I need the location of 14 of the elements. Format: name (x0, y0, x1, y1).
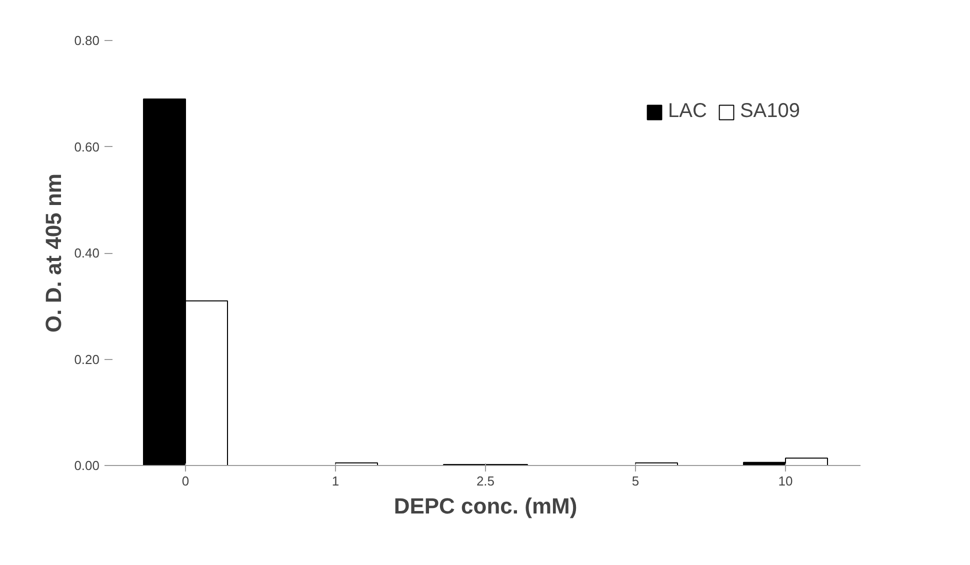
y-axis-title: O. D. at 405 nm (41, 174, 66, 332)
y-tick-label: 0.00 (74, 458, 100, 473)
x-tick-label: 5 (632, 474, 640, 488)
x-tick-label: 1 (332, 474, 340, 488)
x-tick-label: 10 (778, 474, 793, 488)
y-tick-label: 0.60 (74, 139, 100, 154)
legend-label: SA109 (740, 100, 800, 123)
legend-label: LAC (668, 100, 707, 123)
y-tick-label: 0.40 (74, 246, 100, 260)
x-axis-title: DEPC conc. (mM) (394, 494, 578, 518)
y-tick-label: 0.20 (74, 352, 100, 367)
x-tick-label: 2.5 (476, 474, 495, 488)
x-tick-label: 0 (182, 474, 190, 488)
y-tick-label: 0.80 (74, 33, 100, 48)
